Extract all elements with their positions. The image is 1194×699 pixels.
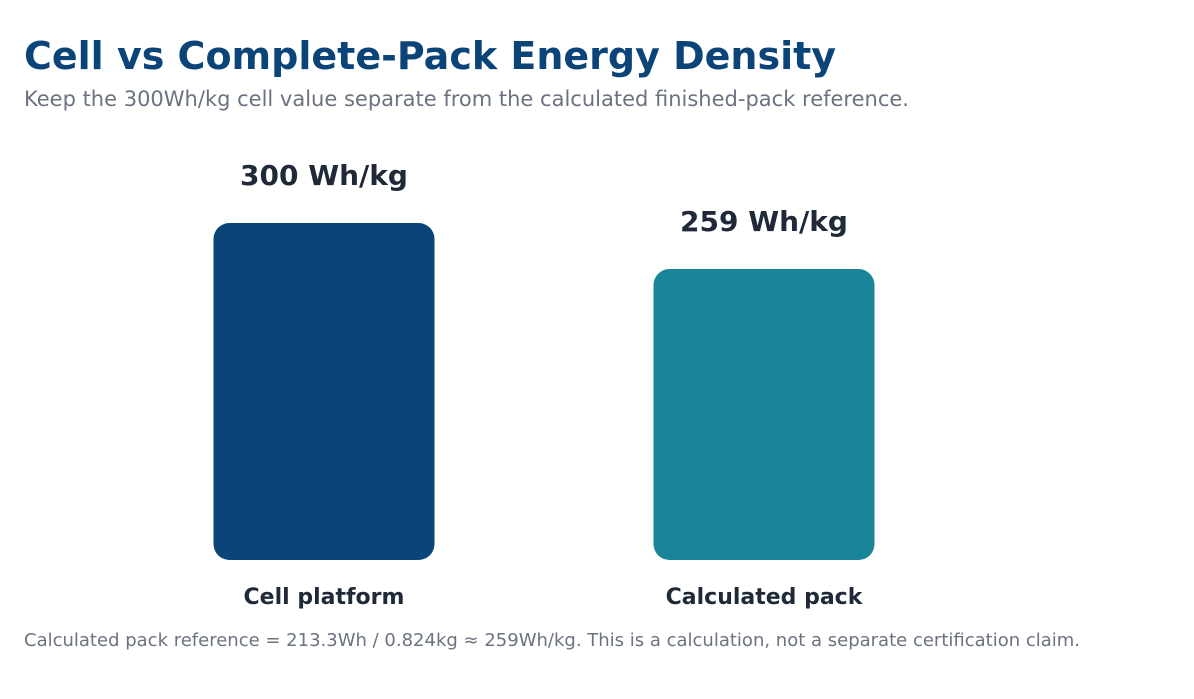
category-label: Cell platform [244, 585, 405, 610]
category-label: Calculated pack [666, 585, 864, 610]
chart-title: Cell vs Complete-Pack Energy Density [24, 34, 837, 78]
bar-cell-platform [213, 223, 435, 560]
bar-calculated-pack [653, 269, 875, 560]
footnote: Calculated pack reference = 213.3Wh / 0.… [24, 630, 1081, 651]
value-label: 259 Wh/kg [680, 205, 848, 238]
value-label: 300 Wh/kg [240, 159, 408, 192]
chart-subtitle: Keep the 300Wh/kg cell value separate fr… [24, 87, 909, 111]
